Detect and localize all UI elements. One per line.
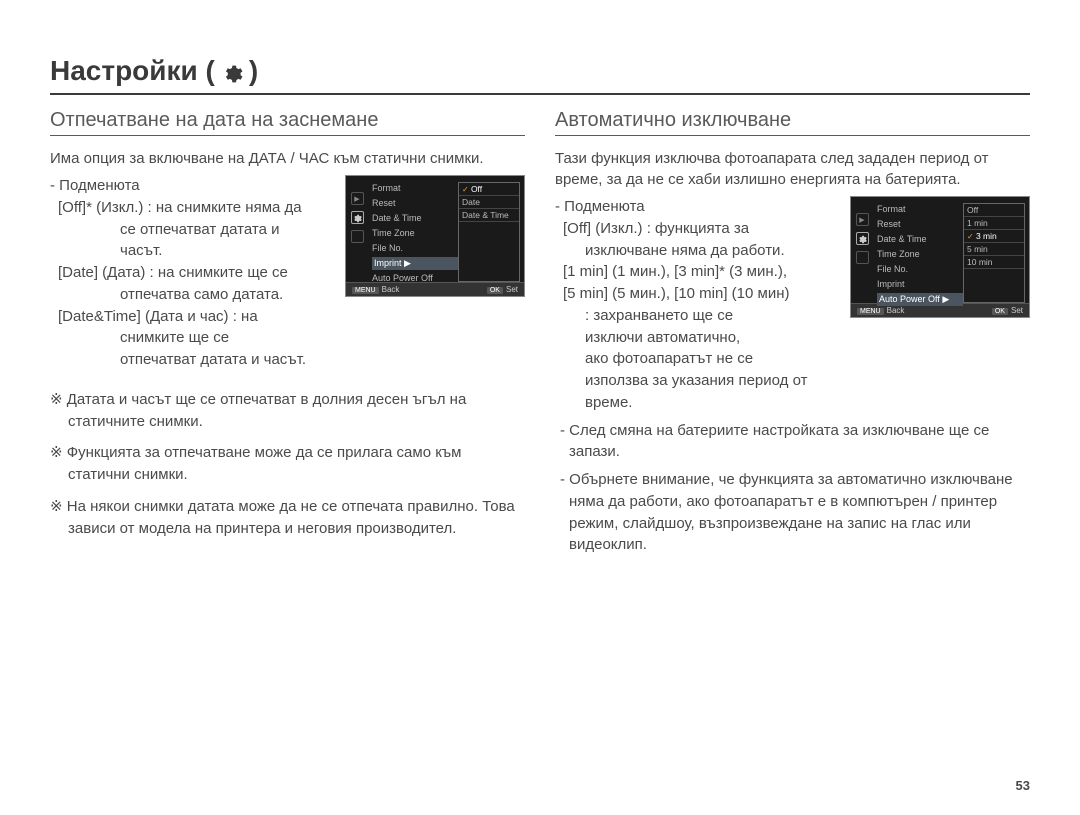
lcd-menu-item: Auto Power Off ▶ [877,293,963,306]
right-mins-4: изключи автоматично, [555,327,838,349]
lcd-option-item: 3 min [964,230,1024,243]
lcd-option-item: Date [459,196,519,209]
lcd-tab-icon: ▶ [856,213,869,226]
lcd-menu-item: Reset [372,197,458,210]
lcd-tab-icon: ▶ [351,192,364,205]
lcd-menu-item: Auto Power Off [372,272,458,285]
left-note-3: ※ На някои снимки датата може да не се о… [50,496,525,540]
lcd-menu-right: Format Reset Date & Time Time Zone File No. I… [873,203,963,303]
lcd-tab-icon [856,251,869,264]
right-section-heading: Автоматично изключване [555,109,1030,136]
lcd-back: Back [382,285,400,294]
left-note-2: ※ Функцията за отпечатване може да се пр… [50,442,525,486]
lcd-menu-item: Imprint [877,278,963,291]
lcd-menu-item: Reset [877,218,963,231]
left-off-line: [Off]* (Изкл.) : на снимките няма да [50,197,333,219]
page-title: Настройки ( ) [50,55,1030,87]
lcd-menu-left: Format Reset Date & Time Time Zone File No. I… [368,182,458,282]
lcd-option-item: 1 min [964,217,1024,230]
left-off-2: се отпечатват датата и [50,219,333,241]
title-text-end: ) [249,55,258,87]
lcd-option-item: Date & Time [459,209,519,222]
right-mins-6: използва за указания период от време. [555,370,838,414]
lcd-menu-item: Date & Time [372,212,458,225]
left-note-1: ※ Датата и часът ще се отпечатват в долн… [50,389,525,433]
right-dash-1: - След смяна на батериите настройката за… [555,420,1030,464]
right-sub-label: - Подменюта [555,196,838,218]
right-dash-2: - Обърнете внимание, че функцията за авт… [555,469,1030,556]
lcd-option-item: 10 min [964,256,1024,269]
lcd-menu-item: File No. [877,263,963,276]
right-mins-3: : захранването ще се [555,305,838,327]
lcd-menu-item: Date & Time [877,233,963,246]
left-sub-label: - Подменюта [50,175,333,197]
left-date-line: [Date] (Дата) : на снимките ще се [50,262,333,284]
right-mins-2: [5 min] (5 мин.), [10 min] (10 мин) [555,283,838,305]
lcd-menu-item: Format [372,182,458,195]
left-dt-3: отпечатват датата и часът. [50,349,333,371]
lcd-menu-item: Format [877,203,963,216]
lcd-tab-icon [351,230,364,243]
left-intro: Има опция за включване на ДАТА / ЧАС към… [50,148,525,169]
title-underline [50,93,1030,95]
gear-icon [221,60,243,82]
right-column: Автоматично изключване Тази функция изкл… [555,109,1030,562]
lcd-option-item: 5 min [964,243,1024,256]
left-lcd-screenshot: ▶ FormatResetDate & TimeTime ZoneFile No… [345,175,525,297]
left-section-heading: Отпечатване на дата на заснемане [50,109,525,136]
left-date-2: отпечатва само датата. [50,284,333,306]
page-number: 53 [1016,778,1030,793]
lcd-option-item: Off [459,183,519,196]
left-submenu-text: - Подменюта [Off]* (Изкл.) : на снимките… [50,175,333,371]
right-mins-1: [1 min] (1 мин.), [3 min]* (3 мин.), [555,261,838,283]
right-off-line: [Off] (Изкл.) : функцията за [555,218,838,240]
right-lcd-screenshot: ▶ Format Reset Date & Time Time Zone File No… [850,196,1030,318]
lcd-tab-icon [856,232,869,245]
right-off-2: изключване няма да работи. [555,240,838,262]
left-column: Отпечатване на дата на заснемане Има опц… [50,109,525,562]
left-dt-2: снимките ще се [50,327,333,349]
left-dt-line: [Date&Time] (Дата и час) : на [50,306,333,328]
lcd-set: Set [506,285,518,294]
lcd-options-right: Off1 min3 min5 min10 min [963,203,1025,303]
lcd-set: Set [1011,306,1023,315]
lcd-tab-icon [351,211,364,224]
lcd-tab-icons: ▶ [346,182,368,282]
lcd-tab-icons: ▶ [851,203,873,303]
lcd-menu-item: Imprint ▶ [372,257,458,270]
right-submenu-text: - Подменюта [Off] (Изкл.) : функцията за… [555,196,838,414]
left-off-3: часът. [50,240,333,262]
lcd-back: Back [887,306,905,315]
right-intro: Тази функция изключва фотоапарата след з… [555,148,1030,190]
lcd-option-item: Off [964,204,1024,217]
lcd-menu-item: Time Zone [372,227,458,240]
right-mins-5: ако фотоапаратът не се [555,348,838,370]
lcd-menu-item: File No. [372,242,458,255]
lcd-options-left: OffDateDate & Time [458,182,520,282]
lcd-menu-item: Time Zone [877,248,963,261]
title-text-main: Настройки ( [50,55,215,87]
